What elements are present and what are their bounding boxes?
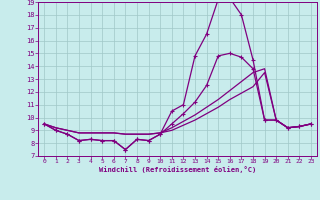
- X-axis label: Windchill (Refroidissement éolien,°C): Windchill (Refroidissement éolien,°C): [99, 166, 256, 173]
